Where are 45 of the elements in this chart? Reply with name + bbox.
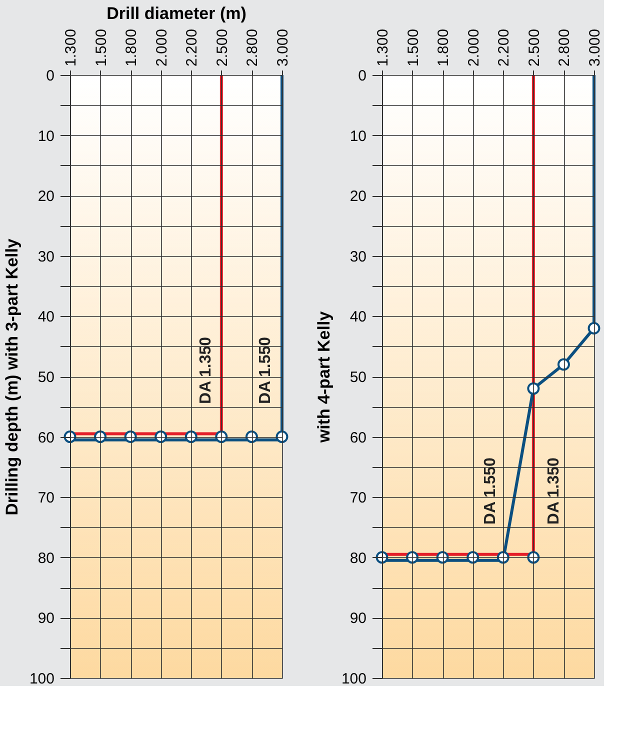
x-tick-label: 2.200 <box>496 28 513 66</box>
x-tick-label: 2.500 <box>526 28 543 66</box>
y-tick-label: 10 <box>350 128 366 145</box>
y-tick-label: 80 <box>38 550 54 567</box>
y-axis-title: Drilling depth (m) with 3-part Kelly <box>2 238 22 516</box>
y-axis-title: with 4-part Kelly <box>314 310 334 444</box>
x-tick-label: 2.800 <box>556 28 574 66</box>
x-tick-label: 2.000 <box>465 28 482 66</box>
y-tick-label: 30 <box>350 248 366 266</box>
y-tick-label: 40 <box>38 308 54 326</box>
y-tick-label: 20 <box>38 188 54 206</box>
x-tick-label: 1.300 <box>62 28 80 66</box>
y-tick-label: 10 <box>38 128 54 145</box>
x-tick-label: 1.300 <box>374 28 392 66</box>
annotation: DA 1.550 <box>257 336 274 404</box>
x-tick-label: 1.800 <box>123 28 140 66</box>
x-tick-label: 2.800 <box>244 28 262 66</box>
x-tick-label: 2.500 <box>214 28 231 66</box>
annotation: DA 1.350 <box>546 457 563 525</box>
x-axis-title: Drill diameter (m) <box>106 4 246 23</box>
y-tick-label: 60 <box>38 429 54 446</box>
y-tick-label: 70 <box>350 490 366 507</box>
y-tick-label: 90 <box>38 610 54 628</box>
y-tick-label: 0 <box>46 68 54 84</box>
y-tick-label: 50 <box>38 369 54 386</box>
y-tick-label: 100 <box>29 670 54 688</box>
x-tick-label: 1.500 <box>92 28 110 66</box>
y-tick-label: 30 <box>38 248 54 266</box>
y-tick-label: 80 <box>350 550 366 567</box>
x-tick-label: 2.000 <box>153 28 170 66</box>
annotation: DA 1.550 <box>482 457 500 525</box>
x-tick-label: 2.200 <box>184 28 201 66</box>
x-tick-label: 3.000 <box>274 28 292 66</box>
y-tick-label: 90 <box>350 610 366 628</box>
x-tick-label: 1.500 <box>404 28 422 66</box>
y-tick-label: 60 <box>350 429 366 446</box>
y-tick-label: 70 <box>38 490 54 507</box>
x-tick-label: 3.000 <box>586 28 604 66</box>
y-tick-label: 20 <box>350 188 366 206</box>
y-tick-label: 40 <box>350 308 366 326</box>
annotation: DA 1.350 <box>198 336 215 404</box>
y-tick-label: 0 <box>358 68 366 84</box>
y-tick-label: 100 <box>341 670 366 688</box>
y-tick-label: 50 <box>350 369 366 386</box>
x-tick-label: 1.800 <box>435 28 452 66</box>
